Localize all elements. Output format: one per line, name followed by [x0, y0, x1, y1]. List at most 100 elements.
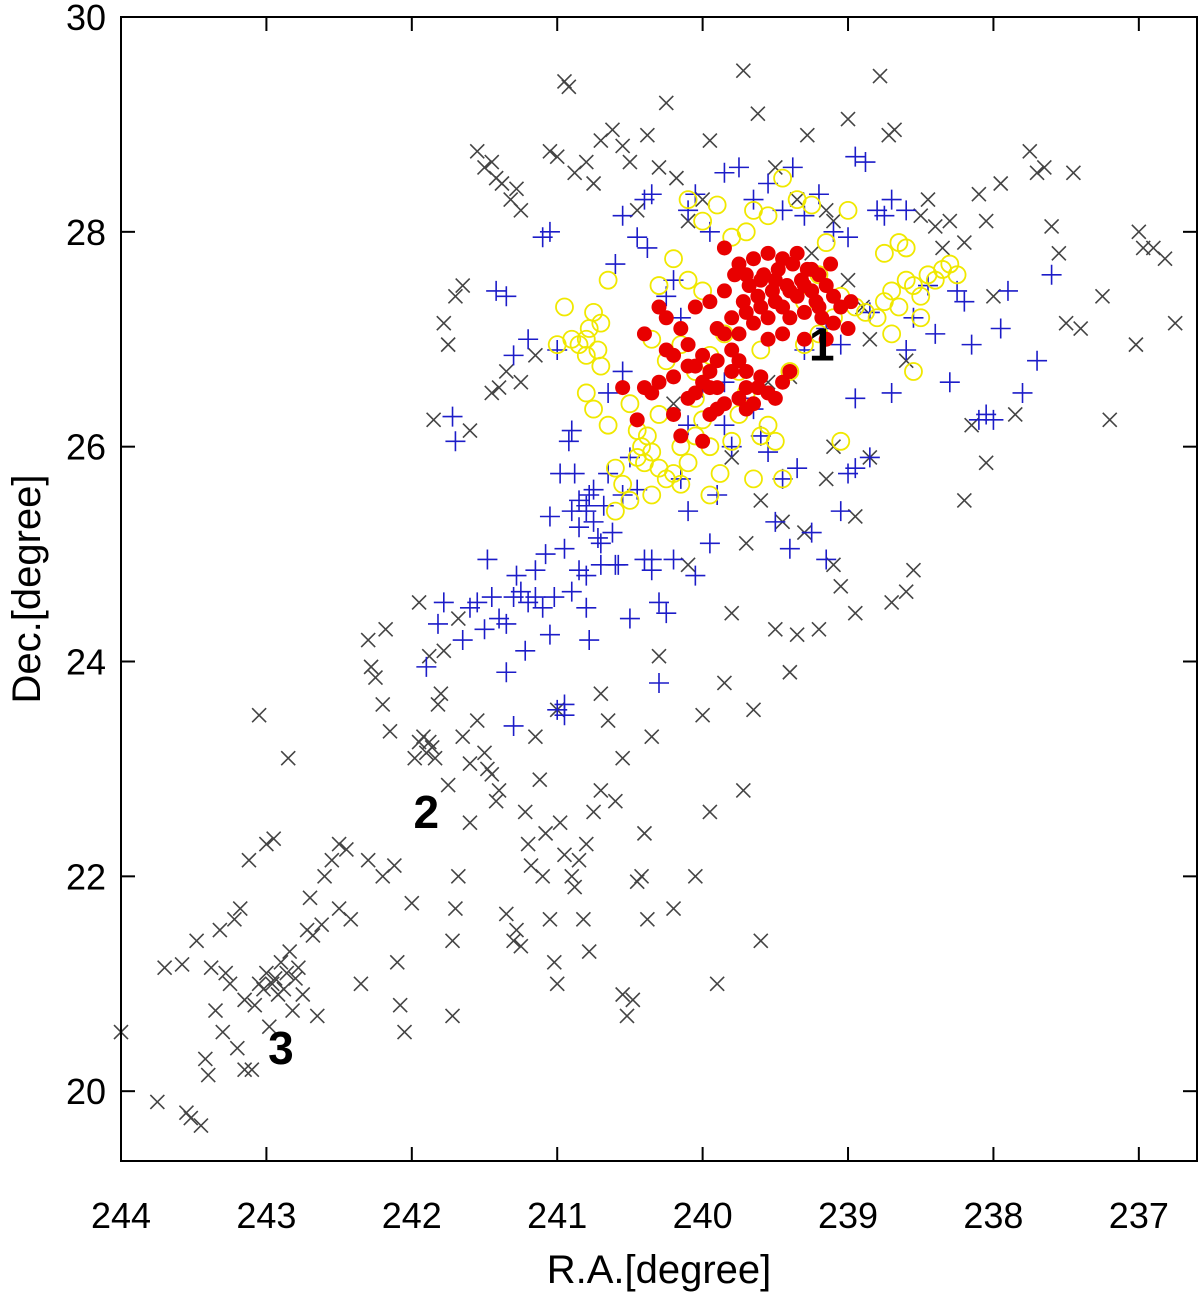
point-x-cross [469, 713, 485, 729]
point-x-cross [993, 175, 1009, 192]
point-open-circle [678, 453, 698, 473]
y-axis-title: Dec.[degree] [5, 474, 49, 703]
point-plus [1041, 264, 1062, 285]
point-plus [714, 162, 735, 183]
point-filled-circle [666, 406, 682, 422]
plot-area-frame [120, 16, 1198, 1162]
point-plus [830, 501, 851, 522]
point-x-cross [825, 213, 842, 229]
point-x-cross [956, 235, 972, 251]
point-x-cross [607, 793, 623, 809]
point-open-circle [889, 233, 909, 252]
point-filled-circle [724, 342, 740, 358]
point-plus [561, 501, 582, 522]
point-x-cross [513, 202, 529, 218]
point-open-circle [649, 405, 669, 424]
x-tick-label: 240 [673, 1195, 733, 1236]
point-filled-circle [738, 267, 754, 283]
point-x-cross [491, 782, 507, 798]
point-filled-circle [753, 272, 769, 288]
point-x-cross [462, 815, 478, 831]
annotation-label: 1 [809, 319, 835, 371]
point-x-cross [498, 906, 514, 922]
point-plus [838, 227, 859, 248]
point-x-cross [586, 804, 602, 820]
point-x-cross [644, 729, 660, 745]
point-plus [699, 533, 720, 554]
point-plus [637, 237, 658, 258]
point-x-cross [232, 901, 248, 917]
point-plus [619, 608, 640, 629]
x-tick-label: 244 [91, 1195, 151, 1236]
point-filled-circle [775, 326, 791, 342]
point-plus [612, 361, 633, 382]
point-plus [554, 538, 575, 559]
point-x-cross [724, 449, 740, 465]
point-plus [506, 565, 527, 586]
point-x-cross [1051, 245, 1067, 261]
point-x-cross [436, 315, 452, 331]
point-x-cross [1102, 412, 1118, 428]
point-x-cross [174, 956, 190, 972]
point-plus [619, 447, 640, 468]
point-plus [758, 173, 779, 194]
point-plus [685, 565, 706, 586]
point-plus [467, 592, 488, 613]
point-plus [983, 409, 1004, 430]
point-x-cross [513, 374, 529, 390]
point-plus [947, 280, 968, 301]
point-plus [728, 157, 749, 178]
point-x-cross [593, 782, 609, 798]
point-open-circle [787, 190, 807, 210]
point-filled-circle [709, 353, 725, 369]
y-tick-label: 26 [66, 427, 106, 468]
point-plus [539, 221, 560, 242]
point-x-cross [615, 986, 631, 1003]
point-filled-circle [666, 369, 682, 385]
point-plus [525, 587, 546, 608]
point-x-cross [251, 707, 267, 723]
point-plus [707, 485, 728, 506]
point-x-cross [447, 288, 463, 304]
point-open-circle [874, 243, 894, 263]
point-filled-circle [823, 256, 839, 272]
point-filled-circle [746, 315, 762, 331]
point-x-cross [738, 535, 754, 551]
point-x-cross [360, 632, 376, 648]
point-filled-circle [840, 321, 856, 337]
point-filled-circle [818, 278, 834, 294]
point-x-cross [491, 380, 507, 396]
point-open-circle [671, 474, 691, 494]
point-x-cross [1022, 143, 1038, 159]
point-x-cross [636, 825, 653, 841]
point-x-cross [450, 610, 466, 627]
point-x-cross [207, 1003, 224, 1019]
point-open-circle [911, 286, 931, 306]
point-open-circle [591, 356, 611, 376]
point-x-cross [455, 729, 471, 745]
point-x-cross [651, 159, 667, 175]
point-x-cross [633, 868, 650, 884]
point-x-cross [430, 696, 446, 713]
point-plus [641, 184, 662, 205]
point-filled-circle [746, 251, 762, 267]
point-x-cross [273, 954, 289, 970]
point-open-circle [882, 324, 902, 344]
y-tick-label: 22 [66, 856, 106, 897]
point-x-cross [665, 396, 682, 412]
point-plus [612, 205, 633, 226]
point-filled-circle [636, 380, 652, 396]
axis-ticks: 244 243 242 241 240 239 238 237 20 22 24 26 28 30 [66, 0, 1197, 1236]
point-x-cross [494, 175, 510, 192]
point-x-cross [549, 976, 565, 992]
point-plus [845, 458, 866, 479]
point-plus [896, 339, 917, 360]
point-filled-circle [804, 261, 820, 277]
point-filled-circle [738, 401, 754, 417]
point-x-cross [804, 245, 820, 261]
point-plus [416, 656, 437, 677]
point-open-circle [722, 431, 742, 451]
point-plus [903, 307, 924, 328]
point-filled-circle [709, 401, 725, 417]
point-x-cross [767, 621, 783, 637]
